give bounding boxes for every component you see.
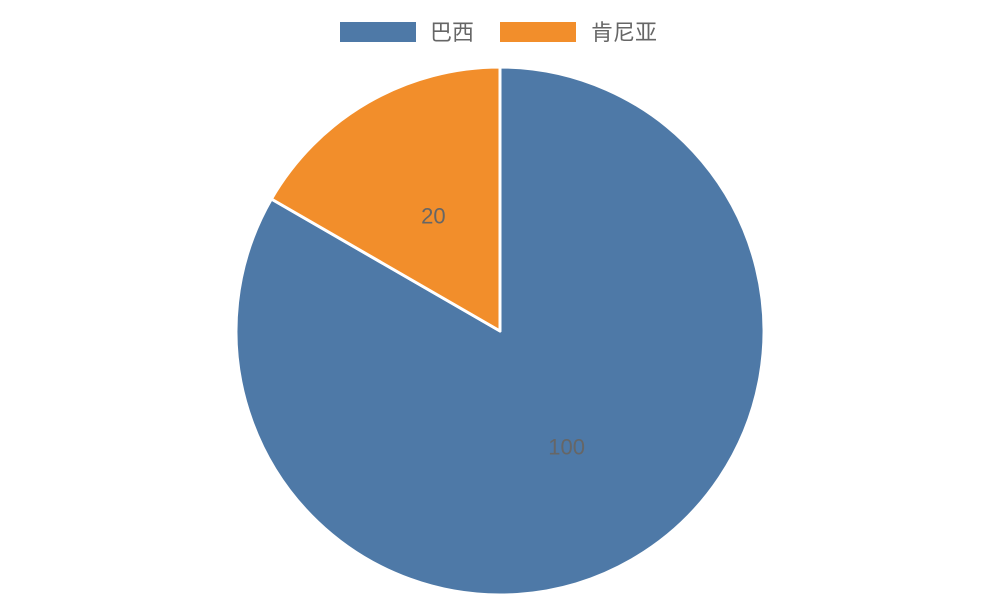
pie-slices — [234, 65, 766, 597]
legend-swatch — [340, 22, 416, 42]
pie-slice-2[interactable] — [269, 65, 502, 333]
data-label: 20 — [421, 204, 445, 229]
legend: 巴西 肯尼亚 — [340, 20, 657, 45]
data-label: 100 — [548, 434, 585, 459]
legend-label[interactable]: 巴西 — [430, 20, 474, 45]
legend-label[interactable]: 肯尼亚 — [591, 20, 657, 45]
data-labels: 100 20 — [421, 204, 585, 460]
legend-swatch — [500, 22, 576, 42]
